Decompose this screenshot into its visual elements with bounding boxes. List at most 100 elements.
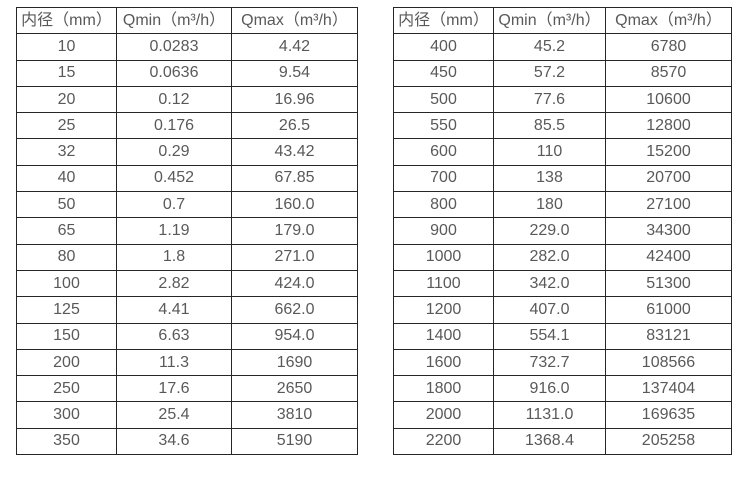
table-cell: 67.85 bbox=[231, 164, 358, 193]
table-cell: 20 bbox=[16, 85, 117, 114]
table-cell: 800 bbox=[393, 191, 494, 219]
table-cell: 1000 bbox=[393, 243, 494, 271]
table-row: 350 34.6 5190 bbox=[16, 427, 358, 456]
table-cell: 282.0 bbox=[493, 243, 606, 271]
table-row: 2000 1131.0 169635 bbox=[393, 401, 732, 429]
table-cell: 150 bbox=[16, 322, 117, 350]
table-row: 1800 916.0 137404 bbox=[393, 375, 732, 403]
table-cell: 0.12 bbox=[116, 85, 232, 114]
table-cell: 27100 bbox=[605, 191, 732, 219]
table-row: 15 0.0636 9.54 bbox=[16, 59, 358, 87]
table-row: 300 25.4 3810 bbox=[16, 401, 358, 429]
table-row: 1200 407.0 61000 bbox=[393, 296, 732, 324]
table-cell: 0.452 bbox=[116, 164, 232, 193]
table-cell: 700 bbox=[393, 164, 494, 193]
table-cell: 407.0 bbox=[493, 296, 606, 324]
table-cell: 40 bbox=[16, 164, 117, 193]
table-cell: 108566 bbox=[605, 348, 732, 377]
header-row: 内径（mm） Qmin（m³/h） Qmax（m³/h） bbox=[16, 6, 358, 35]
table-row: 32 0.29 43.42 bbox=[16, 138, 358, 166]
table-cell: 12800 bbox=[605, 112, 732, 140]
table-cell: 400 bbox=[393, 33, 494, 61]
table-cell: 20700 bbox=[605, 164, 732, 193]
table-row: 600 110 15200 bbox=[393, 138, 732, 166]
table-cell: 61000 bbox=[605, 296, 732, 324]
table-row: 250 17.6 2650 bbox=[16, 375, 358, 403]
table-cell: 4.42 bbox=[231, 33, 358, 61]
table-row: 1100 342.0 51300 bbox=[393, 269, 732, 298]
table-row: 500 77.6 10600 bbox=[393, 85, 732, 114]
table-cell: 2650 bbox=[231, 375, 358, 403]
table-cell: 600 bbox=[393, 138, 494, 166]
table-cell: 17.6 bbox=[116, 375, 232, 403]
table-cell: 271.0 bbox=[231, 243, 358, 271]
table-cell: 1.8 bbox=[116, 243, 232, 271]
column-header: 内径（mm） bbox=[16, 6, 117, 35]
table-row: 1600 732.7 108566 bbox=[393, 348, 732, 377]
table-row: 450 57.2 8570 bbox=[393, 59, 732, 87]
table-cell: 6.63 bbox=[116, 322, 232, 350]
table-body: 10 0.0283 4.42 15 0.0636 9.54 20 0.12 16.96 25 0.1… bbox=[16, 33, 358, 456]
table-row: 10 0.0283 4.42 bbox=[16, 33, 358, 61]
table-cell: 732.7 bbox=[493, 348, 606, 377]
table-row: 400 45.2 6780 bbox=[393, 33, 732, 61]
table-cell: 500 bbox=[393, 85, 494, 114]
column-header: 内径（mm） bbox=[393, 6, 494, 35]
table-cell: 51300 bbox=[605, 269, 732, 298]
table-row: 25 0.176 26.5 bbox=[16, 112, 358, 140]
table-row: 80 1.8 271.0 bbox=[16, 243, 358, 271]
table-cell: 1200 bbox=[393, 296, 494, 324]
table-cell: 662.0 bbox=[231, 296, 358, 324]
table-cell: 0.0636 bbox=[116, 59, 232, 87]
table-cell: 4.41 bbox=[116, 296, 232, 324]
table-cell: 5190 bbox=[231, 427, 358, 456]
table-cell: 2.82 bbox=[116, 269, 232, 298]
table-cell: 342.0 bbox=[493, 269, 606, 298]
table-cell: 45.2 bbox=[493, 33, 606, 61]
table-cell: 50 bbox=[16, 191, 117, 219]
table-cell: 16.96 bbox=[231, 85, 358, 114]
table-row: 20 0.12 16.96 bbox=[16, 85, 358, 114]
table-cell: 0.7 bbox=[116, 191, 232, 219]
header-row: 内径（mm） Qmin（m³/h） Qmax（m³/h） bbox=[393, 6, 732, 35]
table-cell: 3810 bbox=[231, 401, 358, 429]
table-cell: 300 bbox=[16, 401, 117, 429]
table-cell: 80 bbox=[16, 243, 117, 271]
table-cell: 34.6 bbox=[116, 427, 232, 456]
table-cell: 43.42 bbox=[231, 138, 358, 166]
table-row: 2200 1368.4 205258 bbox=[393, 427, 732, 456]
table-cell: 10600 bbox=[605, 85, 732, 114]
flow-table-small-diameters: 内径（mm） Qmin（m³/h） Qmax（m³/h） 10 0.0283 4.42 1… bbox=[16, 6, 358, 456]
table-cell: 11.3 bbox=[116, 348, 232, 377]
table-row: 100 2.82 424.0 bbox=[16, 269, 358, 298]
table-cell: 229.0 bbox=[493, 217, 606, 245]
table-cell: 6780 bbox=[605, 33, 732, 61]
table-body: 400 45.2 6780 450 57.2 8570 500 77.6 10600 550 85.… bbox=[393, 33, 732, 456]
table-cell: 85.5 bbox=[493, 112, 606, 140]
flow-rate-tables: 内径（mm） Qmin（m³/h） Qmax（m³/h） 10 0.0283 4.42 1… bbox=[16, 6, 732, 456]
table-cell: 57.2 bbox=[493, 59, 606, 87]
table-cell: 160.0 bbox=[231, 191, 358, 219]
table-cell: 2200 bbox=[393, 427, 494, 456]
table-cell: 2000 bbox=[393, 401, 494, 429]
table-cell: 8570 bbox=[605, 59, 732, 87]
table-row: 800 180 27100 bbox=[393, 191, 732, 219]
table-cell: 350 bbox=[16, 427, 117, 456]
table-cell: 1.19 bbox=[116, 217, 232, 245]
table-cell: 1100 bbox=[393, 269, 494, 298]
table-cell: 0.29 bbox=[116, 138, 232, 166]
table-row: 700 138 20700 bbox=[393, 164, 732, 193]
table-cell: 179.0 bbox=[231, 217, 358, 245]
table-cell: 26.5 bbox=[231, 112, 358, 140]
table-cell: 100 bbox=[16, 269, 117, 298]
table-cell: 900 bbox=[393, 217, 494, 245]
table-cell: 0.0283 bbox=[116, 33, 232, 61]
table-cell: 169635 bbox=[605, 401, 732, 429]
table-cell: 10 bbox=[16, 33, 117, 61]
table-cell: 1400 bbox=[393, 322, 494, 350]
table-cell: 25.4 bbox=[116, 401, 232, 429]
table-cell: 1800 bbox=[393, 375, 494, 403]
table-cell: 83121 bbox=[605, 322, 732, 350]
table-cell: 32 bbox=[16, 138, 117, 166]
table-cell: 1600 bbox=[393, 348, 494, 377]
